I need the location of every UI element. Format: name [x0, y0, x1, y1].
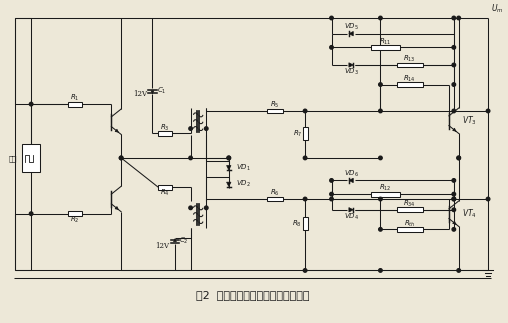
- Circle shape: [330, 197, 333, 201]
- Circle shape: [378, 16, 382, 20]
- Circle shape: [457, 156, 460, 160]
- Text: $C_1$: $C_1$: [156, 86, 166, 97]
- Circle shape: [29, 102, 33, 106]
- Text: $VD_6$: $VD_6$: [343, 169, 359, 179]
- Text: $R_4$: $R_4$: [161, 188, 170, 198]
- Circle shape: [452, 46, 456, 49]
- Circle shape: [452, 208, 456, 212]
- Polygon shape: [227, 165, 231, 170]
- Circle shape: [330, 46, 333, 49]
- Text: $R_6$: $R_6$: [270, 188, 279, 198]
- Text: $VD_5$: $VD_5$: [343, 22, 359, 32]
- Bar: [397, 227, 423, 232]
- Circle shape: [452, 63, 456, 67]
- Circle shape: [452, 16, 456, 20]
- Bar: [303, 127, 307, 140]
- Circle shape: [119, 156, 123, 160]
- Circle shape: [486, 109, 490, 113]
- Bar: [371, 192, 400, 197]
- Text: $VD_3$: $VD_3$: [343, 67, 359, 77]
- Circle shape: [205, 206, 208, 210]
- Circle shape: [486, 197, 490, 201]
- Circle shape: [227, 156, 231, 160]
- Circle shape: [457, 156, 460, 160]
- Circle shape: [452, 197, 456, 201]
- Bar: [68, 102, 82, 107]
- Text: $VD_4$: $VD_4$: [343, 212, 359, 222]
- Circle shape: [457, 269, 460, 272]
- Text: $R_1$: $R_1$: [71, 93, 80, 103]
- Text: 图2  正激式不对称半桥隔离驱动电路: 图2 正激式不对称半桥隔离驱动电路: [196, 290, 309, 300]
- Circle shape: [29, 212, 33, 215]
- Circle shape: [330, 179, 333, 182]
- Circle shape: [227, 156, 231, 160]
- Bar: [371, 45, 400, 50]
- Text: $R_8$: $R_8$: [293, 218, 302, 229]
- Bar: [158, 131, 172, 136]
- Text: $R_{14}$: $R_{14}$: [403, 74, 416, 84]
- Circle shape: [189, 156, 193, 160]
- Circle shape: [330, 193, 333, 196]
- Circle shape: [303, 156, 307, 160]
- Circle shape: [452, 109, 456, 113]
- Text: 12V: 12V: [155, 242, 169, 250]
- Polygon shape: [349, 178, 353, 182]
- Text: $R_7$: $R_7$: [293, 128, 302, 139]
- Circle shape: [205, 127, 208, 130]
- Bar: [397, 82, 423, 87]
- Circle shape: [378, 197, 382, 201]
- Circle shape: [452, 228, 456, 231]
- Text: $R_5$: $R_5$: [270, 100, 279, 110]
- Text: $VT_4$: $VT_4$: [462, 207, 477, 220]
- Circle shape: [189, 127, 193, 130]
- Text: $VT_3$: $VT_3$: [462, 114, 477, 127]
- Text: $VD_2$: $VD_2$: [236, 179, 250, 190]
- Circle shape: [189, 206, 193, 210]
- Text: $R_{th}$: $R_{th}$: [404, 218, 416, 229]
- Bar: [397, 63, 423, 68]
- Polygon shape: [227, 182, 231, 187]
- Text: $R_{12}$: $R_{12}$: [379, 183, 392, 193]
- Bar: [397, 207, 423, 212]
- Circle shape: [378, 83, 382, 86]
- Polygon shape: [349, 208, 353, 212]
- Circle shape: [452, 193, 456, 196]
- Polygon shape: [349, 63, 353, 67]
- Text: $R_2$: $R_2$: [71, 214, 80, 225]
- Circle shape: [119, 156, 123, 160]
- Circle shape: [452, 197, 456, 201]
- Text: $U_m$: $U_m$: [491, 3, 503, 15]
- Polygon shape: [349, 31, 353, 36]
- Bar: [267, 109, 282, 113]
- Bar: [158, 185, 172, 190]
- Text: 12V: 12V: [133, 90, 147, 98]
- Circle shape: [457, 16, 460, 20]
- Bar: [22, 144, 40, 172]
- Text: $R_{13}$: $R_{13}$: [403, 54, 416, 64]
- Text: $VD_1$: $VD_1$: [236, 162, 250, 173]
- Circle shape: [378, 269, 382, 272]
- Text: $R_3$: $R_3$: [161, 122, 170, 133]
- Text: 脉冲: 脉冲: [9, 154, 17, 162]
- Circle shape: [378, 228, 382, 231]
- Circle shape: [452, 83, 456, 86]
- Circle shape: [330, 16, 333, 20]
- Circle shape: [303, 109, 307, 113]
- Circle shape: [303, 197, 307, 201]
- Text: $R_{11}$: $R_{11}$: [379, 36, 392, 47]
- Circle shape: [378, 156, 382, 160]
- Circle shape: [303, 269, 307, 272]
- Bar: [68, 211, 82, 216]
- Bar: [303, 217, 307, 230]
- Text: $R_{34}$: $R_{34}$: [403, 199, 416, 209]
- Bar: [267, 197, 282, 202]
- Text: $C_2$: $C_2$: [179, 236, 188, 246]
- Circle shape: [452, 179, 456, 182]
- Circle shape: [378, 109, 382, 113]
